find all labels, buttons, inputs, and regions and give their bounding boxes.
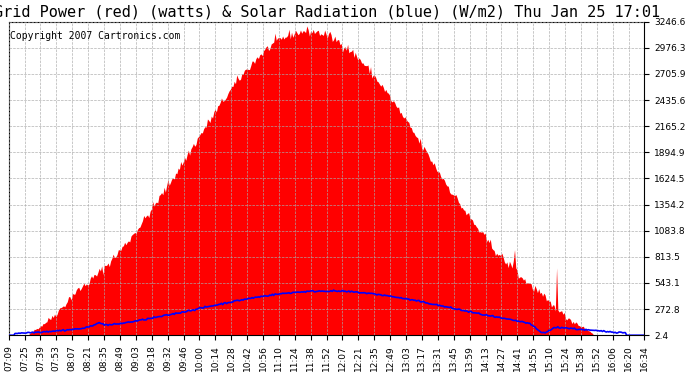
Title: Grid Power (red) (watts) & Solar Radiation (blue) (W/m2) Thu Jan 25 17:01: Grid Power (red) (watts) & Solar Radiati… — [0, 4, 660, 19]
Text: Copyright 2007 Cartronics.com: Copyright 2007 Cartronics.com — [10, 31, 180, 41]
